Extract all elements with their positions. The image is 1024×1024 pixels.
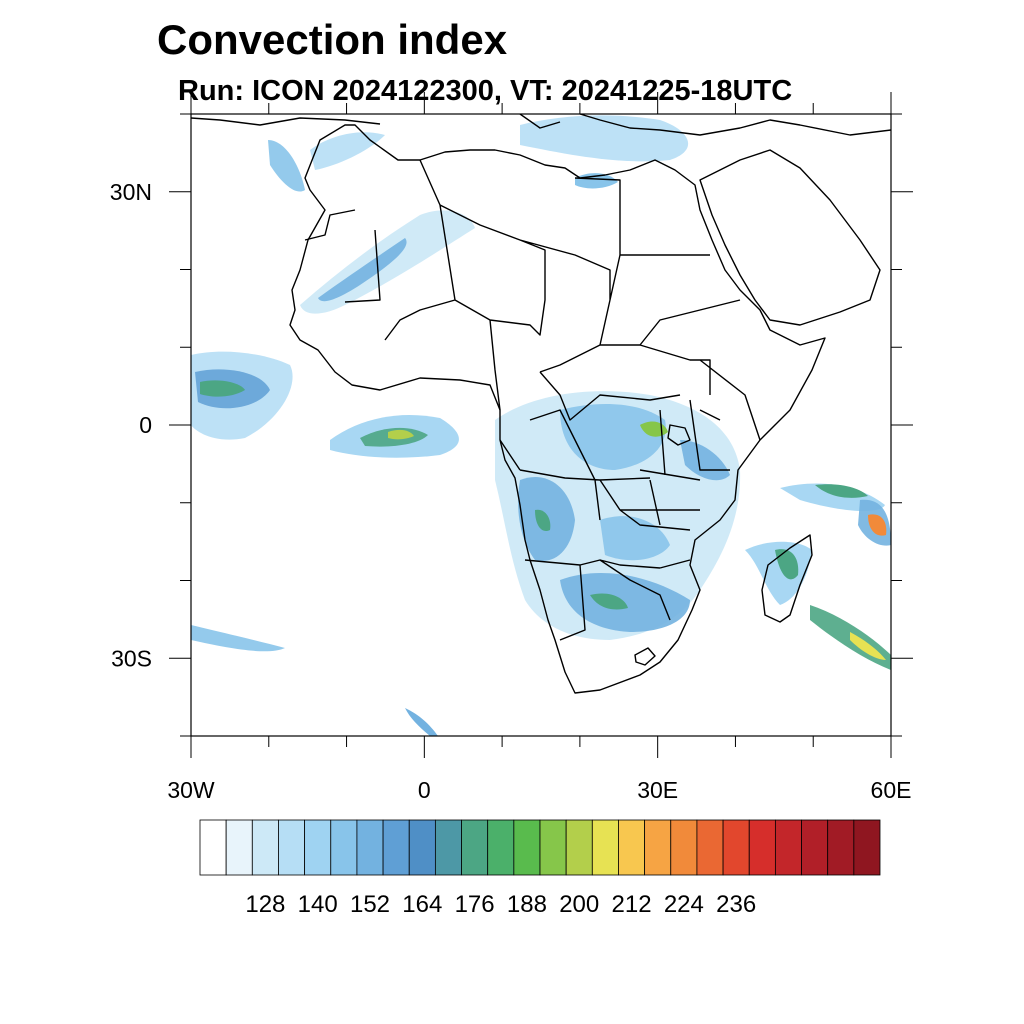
- colorbar-swatch: [461, 819, 489, 876]
- convection-core-sahara-band: [318, 238, 407, 302]
- convection-area-canaries: [268, 140, 305, 192]
- convection-core-southern-africa: [560, 572, 690, 632]
- colorbar-swatch: [434, 819, 462, 876]
- colorbar-swatch: [487, 819, 515, 876]
- colorbar-swatch: [670, 819, 698, 876]
- colorbar-swatch: [199, 819, 227, 876]
- convection-core-indian-ocean-north: [815, 484, 868, 498]
- convection-peak-mozambique-channel: [850, 632, 886, 660]
- convection-core-zambia: [600, 516, 670, 561]
- convection-peak-angola: [535, 509, 551, 532]
- arabia-coastline: [699, 149, 881, 326]
- convection-peak-southern-africa: [590, 593, 628, 610]
- colorbar-swatch: [382, 819, 410, 876]
- coastlines-borders: [191, 114, 891, 694]
- colorbar-swatch: [618, 819, 646, 876]
- colorbar-swatch: [722, 819, 750, 876]
- convection-area-central-africa: [495, 391, 741, 640]
- convection-field: [191, 115, 891, 736]
- convection-area-south-atlantic: [191, 625, 285, 652]
- colorbar-swatch: [251, 819, 279, 876]
- colorbar-swatch: [330, 819, 358, 876]
- colorbar-swatch: [304, 819, 332, 876]
- colorbar-swatch: [801, 819, 829, 876]
- colorbar-label: 128: [245, 891, 285, 918]
- colorbar-swatch: [644, 819, 672, 876]
- colorbar-swatch: [827, 819, 855, 876]
- colorbar-label: 164: [402, 891, 442, 918]
- lat-tick-label: 30S: [111, 645, 152, 671]
- lon-tick-label: 60E: [871, 777, 912, 803]
- colorbar-swatch: [513, 819, 541, 876]
- colorbar: 128 140 152 164 176 188 200 212 224 236: [199, 819, 881, 918]
- colorbar-label: 236: [716, 891, 756, 918]
- convection-area-mediterranean: [520, 115, 689, 162]
- lon-tick-label: 30E: [637, 777, 678, 803]
- colorbar-label: 152: [350, 891, 390, 918]
- madagascar-coastline: [761, 534, 813, 623]
- colorbar-label: 212: [612, 891, 652, 918]
- lesotho-border: [634, 647, 656, 666]
- convection-peak-gulf-guinea: [388, 429, 414, 440]
- colorbar-swatch: [853, 819, 881, 876]
- convection-area-southern-streak: [405, 708, 438, 736]
- lat-tick-label: 30N: [110, 179, 152, 205]
- convection-peak-indian-ocean-east: [868, 514, 887, 536]
- colorbar-label: 224: [664, 891, 704, 918]
- axis-ticks: 30W 0 30E 60E 30N 0 30S: [110, 92, 913, 803]
- map-panel: [191, 114, 891, 736]
- colorbar-swatch: [225, 819, 253, 876]
- lat-tick-label: 0: [139, 412, 152, 438]
- lake-victoria: [667, 424, 691, 446]
- colorbar-swatch: [539, 819, 567, 876]
- convection-core-madagascar: [775, 549, 799, 580]
- colorbar-label: 176: [455, 891, 495, 918]
- colorbar-swatch: [696, 819, 724, 876]
- colorbar-label: 140: [298, 891, 338, 918]
- colorbar-swatch: [748, 819, 776, 876]
- chart-subtitle: Run: ICON 2024122300, VT: 20241225-18UTC: [178, 75, 792, 107]
- country-borders: [304, 159, 761, 641]
- lon-tick-label: 0: [418, 777, 431, 803]
- chart-title: Convection index: [157, 16, 508, 63]
- convection-core-congo: [560, 404, 666, 470]
- colorbar-swatch: [356, 819, 384, 876]
- colorbar-swatch: [774, 819, 802, 876]
- africa-coastline: [289, 124, 826, 694]
- convection-area-indian-ocean-north: [780, 483, 885, 512]
- colorbar-swatch: [565, 819, 593, 876]
- colorbar-label: 200: [559, 891, 599, 918]
- europe-coastline: [191, 114, 891, 136]
- convection-area-morocco: [310, 132, 385, 170]
- colorbar-swatch: [408, 819, 436, 876]
- convection-peak-west-atlantic: [200, 380, 245, 397]
- lon-tick-label: 30W: [167, 777, 215, 803]
- colorbar-swatch: [278, 819, 306, 876]
- colorbar-label: 188: [507, 891, 547, 918]
- colorbar-swatch: [591, 819, 619, 876]
